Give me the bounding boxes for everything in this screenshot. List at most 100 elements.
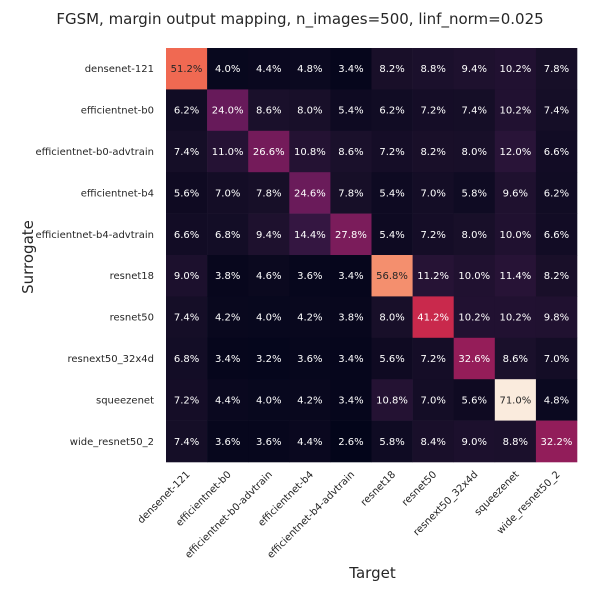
cell-value-label: 4.4% [215, 395, 240, 406]
heatmap-cell [289, 255, 331, 297]
cell-value-label: 4.2% [297, 313, 322, 324]
heatmap-cell [535, 337, 578, 380]
heatmap-cell [453, 130, 496, 173]
cell-value-label: 7.4% [544, 106, 569, 117]
heatmap-cell [412, 89, 454, 132]
heatmap-cell [289, 213, 331, 256]
cell-value-label: 9.4% [256, 230, 281, 241]
cell-value-label: 5.8% [379, 437, 404, 448]
heatmap-cell [453, 255, 496, 297]
heatmap-cell [535, 420, 578, 463]
cell-value-label: 5.6% [379, 354, 404, 365]
heatmap-cell [289, 337, 331, 380]
heatmap-cell [453, 48, 496, 90]
heatmap-cell [453, 337, 496, 380]
heatmap-cell [494, 420, 537, 463]
heatmap-cell [330, 337, 372, 380]
cell-value-label: 4.8% [544, 395, 569, 406]
cell-value-label: 5.6% [462, 395, 487, 406]
cell-value-label: 6.8% [215, 230, 240, 241]
cell-value-label: 8.0% [462, 230, 487, 241]
cell-value-label: 6.2% [379, 106, 404, 117]
heatmap-cell [371, 48, 413, 90]
y-tick-label: resnext50_32x4d [68, 354, 154, 365]
cell-value-label: 8.0% [462, 147, 487, 158]
cell-value-label: 5.4% [379, 188, 404, 199]
cell-value-label: 10.2% [458, 313, 490, 324]
cell-value-label: 8.6% [256, 106, 281, 117]
heatmap-cell [371, 255, 413, 297]
heatmap-cell [371, 130, 413, 173]
cell-value-label: 24.0% [212, 106, 244, 117]
heatmap-cell [248, 213, 290, 256]
heatmap-cell [535, 48, 578, 90]
cell-value-label: 3.2% [256, 354, 281, 365]
heatmap-cell [453, 89, 496, 132]
cell-value-label: 10.2% [499, 106, 531, 117]
cell-value-label: 10.8% [294, 147, 326, 158]
heatmap-cell [412, 337, 454, 380]
y-tick-labels: densenet-121 efficientnet-b0 efficientnet-… [35, 64, 154, 448]
heatmap-cell [248, 255, 290, 297]
heatmap-cell [494, 48, 537, 90]
heatmap-cell [166, 89, 208, 132]
heatmap-cell [207, 213, 249, 256]
heatmap-cell [166, 296, 208, 339]
heatmap-cell [412, 255, 454, 297]
heatmap-cell [330, 48, 372, 90]
heatmap-cell [289, 420, 331, 463]
cell-value-label: 9.4% [462, 64, 487, 75]
cell-value-label: 7.2% [420, 354, 445, 365]
heatmap-cell [535, 296, 578, 339]
cell-value-label: 26.6% [253, 147, 285, 158]
heatmap-cell [166, 48, 208, 90]
heatmap-cell [330, 89, 372, 132]
cell-value-label: 4.2% [215, 313, 240, 324]
cell-value-label: 10.2% [499, 64, 531, 75]
cell-value-label: 7.2% [420, 230, 445, 241]
y-axis-label: Surrogate [19, 220, 37, 294]
cell-value-label: 7.2% [379, 147, 404, 158]
cell-value-label: 10.2% [499, 313, 531, 324]
cell-value-label: 4.0% [215, 64, 240, 75]
heatmap-cell [166, 255, 208, 297]
heatmap-cell [453, 379, 496, 421]
y-tick-label: squeezenet [96, 395, 154, 406]
cell-value-label: 11.2% [417, 271, 449, 282]
heatmap-cell [330, 172, 372, 214]
cell-value-label: 32.2% [541, 437, 573, 448]
y-tick-label: resnet18 [110, 271, 154, 282]
cell-value-label: 9.0% [462, 437, 487, 448]
cell-value-label: 8.8% [503, 437, 528, 448]
heatmap-cell [494, 89, 537, 132]
cell-value-label: 24.6% [294, 188, 326, 199]
cell-value-label: 4.4% [256, 64, 281, 75]
cell-value-label: 10.8% [376, 395, 408, 406]
heatmap-cell [412, 420, 454, 463]
cell-value-label: 14.4% [294, 230, 326, 241]
cell-value-label: 4.6% [256, 271, 281, 282]
cell-value-label: 3.8% [215, 271, 240, 282]
heatmap-cell [207, 337, 249, 380]
heatmap-cell [371, 420, 413, 463]
y-tick-label: efficientnet-b4 [81, 188, 154, 199]
cell-value-label: 3.6% [215, 437, 240, 448]
cell-value-label: 5.4% [379, 230, 404, 241]
heatmap-cell [494, 296, 537, 339]
cell-value-label: 5.4% [338, 106, 363, 117]
cell-value-label: 7.2% [420, 106, 445, 117]
cell-value-label: 9.0% [174, 271, 199, 282]
heatmap-cell [535, 255, 578, 297]
heatmap-cell [453, 420, 496, 463]
heatmap-cell [494, 255, 537, 297]
cell-value-label: 5.8% [462, 188, 487, 199]
heatmap-cell [330, 213, 372, 256]
heatmap-cells: 51.2% 4.0% 4.4% 4.8% 3.4% 8.2% 8.8% 9.4% 10.2% 7.… [166, 48, 578, 463]
cell-value-label: 32.6% [458, 354, 490, 365]
heatmap-cell [248, 130, 290, 173]
x-tick-label: resnet50 [400, 469, 439, 508]
heatmap-cell [289, 296, 331, 339]
heatmap-cell [166, 379, 208, 421]
cell-value-label: 51.2% [171, 64, 203, 75]
